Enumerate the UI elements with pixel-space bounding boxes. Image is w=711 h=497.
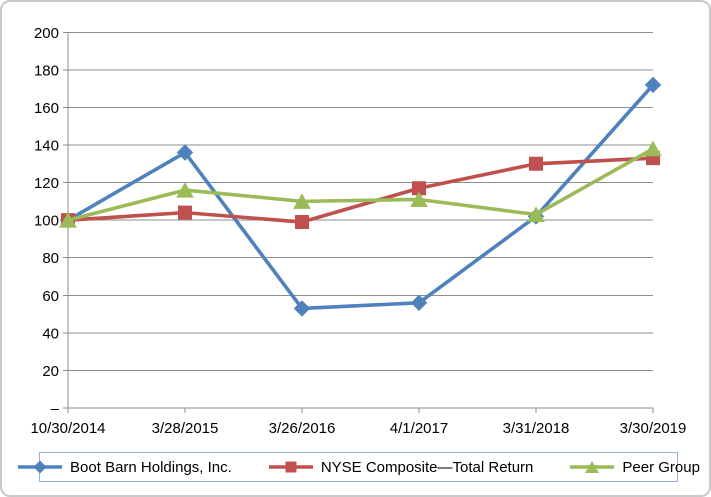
legend-item-0: Boot Barn Holdings, Inc. bbox=[17, 459, 232, 476]
y-axis-label: 100 bbox=[34, 213, 59, 230]
legend-item-2: Peer Group bbox=[569, 459, 700, 476]
data-point-marker bbox=[176, 144, 194, 161]
data-point-marker bbox=[644, 140, 662, 157]
series-line-2 bbox=[66, 146, 655, 222]
chart-legend: Boot Barn Holdings, Inc. NYSE Composite—T… bbox=[18, 452, 700, 482]
y-axis-label: 200 bbox=[34, 25, 59, 42]
series-line-1 bbox=[66, 156, 655, 224]
x-axis-label: 3/31/2018 bbox=[503, 420, 570, 437]
data-point-marker bbox=[644, 76, 662, 94]
y-axis-label: – bbox=[51, 401, 60, 418]
data-point-marker bbox=[527, 206, 545, 223]
data-point-marker bbox=[412, 181, 426, 196]
legend-item-1: NYSE Composite—Total Return bbox=[268, 458, 534, 476]
legend-label: NYSE Composite—Total Return bbox=[320, 458, 534, 476]
y-axis-label: 20 bbox=[42, 363, 59, 380]
data-point-marker bbox=[293, 193, 311, 209]
y-axis-label: 120 bbox=[34, 175, 59, 192]
y-axis-label: 40 bbox=[42, 325, 59, 342]
data-point-marker bbox=[295, 215, 309, 230]
y-axis-label: 140 bbox=[34, 138, 59, 155]
x-axis-label: 4/1/2017 bbox=[390, 420, 448, 437]
y-axis-label: 60 bbox=[42, 288, 59, 305]
x-axis-label: 10/30/2014 bbox=[30, 420, 105, 437]
y-axis-label: 80 bbox=[42, 250, 59, 267]
square-marker-icon bbox=[268, 461, 313, 473]
x-axis-label: 3/30/2019 bbox=[620, 420, 687, 437]
legend-label: Boot Barn Holdings, Inc. bbox=[70, 458, 232, 476]
y-axis-label: 180 bbox=[34, 62, 59, 79]
data-point-marker bbox=[176, 182, 194, 198]
x-axis-label: 3/28/2015 bbox=[152, 420, 219, 437]
diamond-marker-icon bbox=[18, 460, 63, 474]
x-axis-label: 3/26/2016 bbox=[269, 420, 336, 437]
data-point-marker bbox=[178, 205, 192, 220]
series-line-0 bbox=[66, 83, 655, 311]
y-axis-label: 160 bbox=[34, 100, 59, 117]
data-point-marker bbox=[293, 300, 311, 317]
data-point-marker bbox=[59, 212, 77, 228]
data-point-marker bbox=[410, 191, 428, 207]
data-point-marker bbox=[529, 156, 543, 171]
triangle-marker-icon bbox=[570, 461, 615, 473]
legend-label: Peer Group bbox=[622, 458, 700, 476]
data-point-marker bbox=[410, 294, 428, 312]
